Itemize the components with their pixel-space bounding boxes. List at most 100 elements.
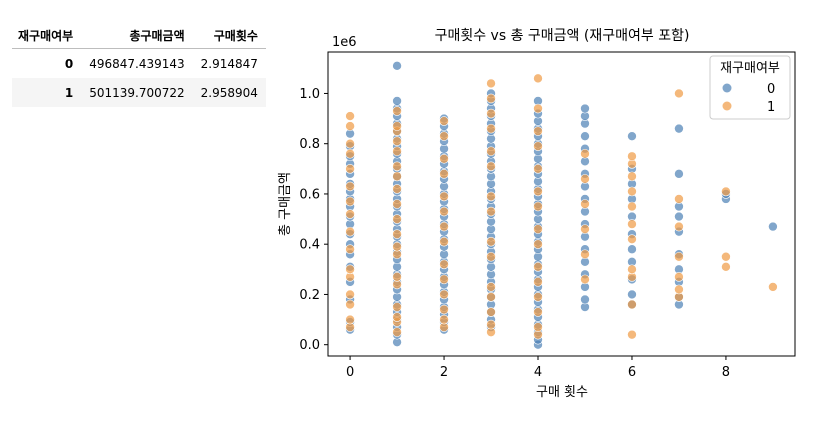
table-row: 1 501139.700722 2.958904 xyxy=(12,78,266,107)
data-point-series-1 xyxy=(533,141,543,152)
data-point-series-1 xyxy=(674,88,684,99)
cell-total: 501139.700722 xyxy=(89,85,185,100)
legend-marker-1 xyxy=(722,101,732,111)
data-point-series-0 xyxy=(674,211,684,222)
data-point-series-1 xyxy=(392,312,402,322)
data-point-series-1 xyxy=(392,241,402,252)
y-tick-label: 0.0 xyxy=(299,338,320,353)
data-point-series-1 xyxy=(345,196,355,207)
data-point-series-1 xyxy=(674,221,684,232)
data-point-series-1 xyxy=(439,221,449,232)
data-point-series-1 xyxy=(674,251,684,262)
data-point-series-1 xyxy=(580,249,590,260)
data-point-series-1 xyxy=(392,136,402,146)
summary-table: 재구매여부 총구매금액 구매횟수 0 496847.439143 2.91484… xyxy=(12,22,266,107)
axes: 0 2 4 6 8 0.0 0.2 0.4 0.6 0.8 1.0 xyxy=(299,87,730,380)
data-point-series-1 xyxy=(533,224,543,234)
y-axis-label: 총 구매금액 xyxy=(278,172,293,236)
data-point-series-0 xyxy=(580,294,590,305)
data-point-series-1 xyxy=(533,322,543,332)
data-point-series-1 xyxy=(345,209,355,219)
data-point-series-0 xyxy=(627,131,637,141)
data-point-series-1 xyxy=(627,219,637,229)
data-point-series-1 xyxy=(392,161,402,172)
column-header-total: 총구매금액 xyxy=(81,22,193,49)
data-point-series-1 xyxy=(580,274,590,285)
data-point-series-0 xyxy=(392,61,402,71)
cell-count: 2.914847 xyxy=(200,56,258,71)
column-header-count: 구매횟수 xyxy=(192,22,266,49)
data-point-series-1 xyxy=(768,282,778,292)
data-point-series-1 xyxy=(439,116,449,126)
data-point-series-1 xyxy=(486,206,496,217)
data-point-series-1 xyxy=(439,314,449,325)
data-point-series-1 xyxy=(533,164,543,174)
x-tick-label: 0 xyxy=(346,365,354,380)
data-point-series-1 xyxy=(486,251,496,262)
data-point-series-1 xyxy=(533,201,543,212)
data-point-series-1 xyxy=(439,259,449,270)
data-point-series-1 xyxy=(486,78,496,89)
y-axis-offset-text: 1e6 xyxy=(332,35,357,50)
data-point-series-1 xyxy=(439,304,449,315)
table-header-row: 재구매여부 총구매금액 구매횟수 xyxy=(12,22,266,49)
data-point-series-1 xyxy=(345,148,355,159)
x-axis-label: 구매 횟수 xyxy=(536,385,588,400)
data-point-series-1 xyxy=(627,264,637,275)
data-point-series-1 xyxy=(580,148,590,159)
data-point-series-1 xyxy=(627,299,637,310)
data-point-series-1 xyxy=(392,199,402,209)
data-point-series-1 xyxy=(439,191,449,202)
x-tick-label: 4 xyxy=(534,365,542,380)
data-point-series-1 xyxy=(439,169,449,179)
data-point-series-1 xyxy=(486,161,496,172)
data-point-series-1 xyxy=(627,234,637,244)
data-point-series-1 xyxy=(345,299,355,310)
data-point-series-1 xyxy=(486,236,496,247)
data-point-series-1 xyxy=(392,106,402,116)
data-point-series-1 xyxy=(533,73,543,84)
y-tick-label: 0.8 xyxy=(299,137,320,152)
data-point-series-1 xyxy=(486,292,496,302)
data-point-series-1 xyxy=(392,184,402,194)
data-point-series-1 xyxy=(439,289,449,300)
x-tick-label: 2 xyxy=(440,365,448,380)
x-tick-label: 6 xyxy=(628,365,636,380)
cell-count: 2.958904 xyxy=(200,85,258,100)
data-point-series-0 xyxy=(674,123,684,134)
data-point-series-1 xyxy=(345,111,355,121)
index-column-header: 재구매여부 xyxy=(12,22,82,49)
data-point-series-1 xyxy=(345,181,355,192)
data-point-series-1 xyxy=(439,274,449,285)
data-point-series-1 xyxy=(486,93,496,104)
data-point-series-1 xyxy=(392,214,402,224)
data-point-series-1 xyxy=(392,229,402,239)
data-point-series-1 xyxy=(486,108,496,119)
data-point-series-1 xyxy=(392,171,402,182)
data-point-series-1 xyxy=(721,262,731,272)
data-point-series-1 xyxy=(627,329,637,340)
y-tick-label: 0.6 xyxy=(299,187,320,202)
data-point-series-1 xyxy=(345,138,355,149)
row-index: 0 xyxy=(64,56,74,71)
data-point-series-1 xyxy=(533,277,543,287)
data-point-series-0 xyxy=(768,221,778,232)
data-point-series-1 xyxy=(533,126,543,136)
legend: 재구매여부 0 1 xyxy=(709,55,791,120)
data-point-series-0 xyxy=(674,169,684,179)
chart-title: 구매횟수 vs 총 구매금액 (재구매여부 포함) xyxy=(435,28,690,44)
data-point-series-1 xyxy=(345,226,355,237)
data-point-series-1 xyxy=(345,314,355,325)
data-point-series-0 xyxy=(392,96,402,106)
legend-label-1: 1 xyxy=(767,100,775,115)
data-point-series-1 xyxy=(721,186,731,197)
data-point-series-1 xyxy=(721,251,731,262)
data-point-series-1 xyxy=(674,284,684,295)
data-point-series-1 xyxy=(345,164,355,174)
data-point-series-1 xyxy=(533,103,543,114)
data-point-series-1 xyxy=(486,307,496,317)
data-point-series-1 xyxy=(439,131,449,141)
legend-title: 재구매여부 xyxy=(720,61,780,76)
data-point-series-1 xyxy=(486,191,496,202)
